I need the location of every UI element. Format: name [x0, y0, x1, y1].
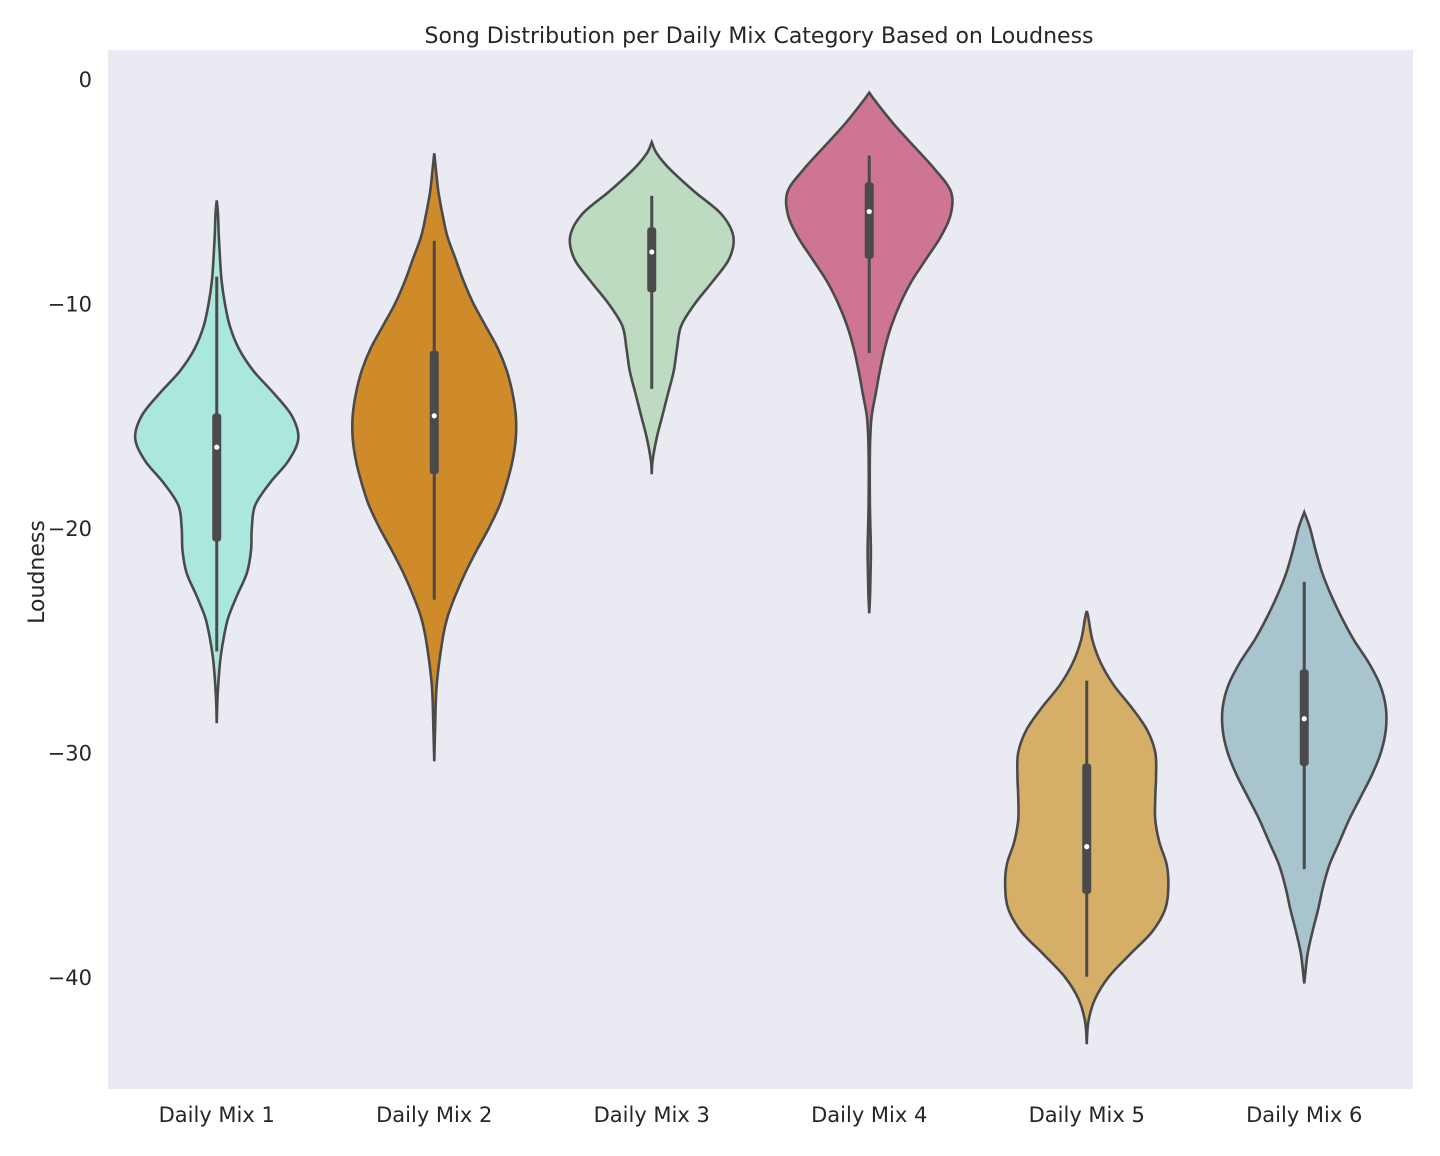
violin-daily-mix-2: [350, 153, 518, 762]
x-tick-label: Daily Mix 1: [159, 1103, 275, 1127]
median-point-daily-mix-4: [866, 208, 872, 215]
violin-daily-mix-4: [784, 90, 954, 614]
chart-title: Song Distribution per Daily Mix Category…: [424, 24, 1093, 49]
x-tick-label: Daily Mix 5: [1029, 1103, 1145, 1127]
violin-daily-mix-6: [1220, 508, 1388, 984]
median-point-daily-mix-3: [649, 249, 655, 255]
y-tick-label: −30: [48, 741, 92, 765]
iqr-box-daily-mix-1: [212, 413, 222, 542]
iqr-box-daily-mix-5: [1082, 763, 1092, 894]
x-axis-ticks: Daily Mix 1 Daily Mix 2 Daily Mix 3 Daily M…: [159, 1103, 1363, 1127]
y-tick-label: 0: [79, 68, 92, 92]
violin-daily-mix-3: [568, 138, 736, 475]
x-tick-label: Daily Mix 2: [376, 1103, 492, 1127]
iqr-box-daily-mix-4: [864, 182, 874, 259]
violin-body-daily-mix-4: [784, 90, 954, 614]
x-tick-label: Daily Mix 3: [594, 1103, 710, 1127]
y-axis-label: Loudness: [25, 520, 50, 624]
median-point-daily-mix-1: [214, 444, 220, 450]
median-point-daily-mix-2: [431, 413, 437, 419]
iqr-box-daily-mix-3: [647, 227, 657, 293]
x-tick-label: Daily Mix 4: [811, 1103, 927, 1127]
median-point-daily-mix-6: [1301, 716, 1307, 722]
violin-daily-mix-5: [1003, 610, 1170, 1045]
violin-daily-mix-1: [133, 200, 300, 724]
y-tick-label: −10: [48, 293, 92, 317]
plot-area: [108, 50, 1413, 1089]
violins-layer: [133, 90, 1388, 1045]
iqr-box-daily-mix-2: [429, 350, 439, 475]
y-tick-label: −40: [48, 966, 92, 990]
y-tick-label: −20: [48, 517, 92, 541]
x-tick-label: Daily Mix 6: [1246, 1103, 1362, 1127]
median-point-daily-mix-5: [1084, 844, 1090, 850]
y-axis-ticks: 0 −10 −20 −30 −40: [48, 68, 92, 990]
